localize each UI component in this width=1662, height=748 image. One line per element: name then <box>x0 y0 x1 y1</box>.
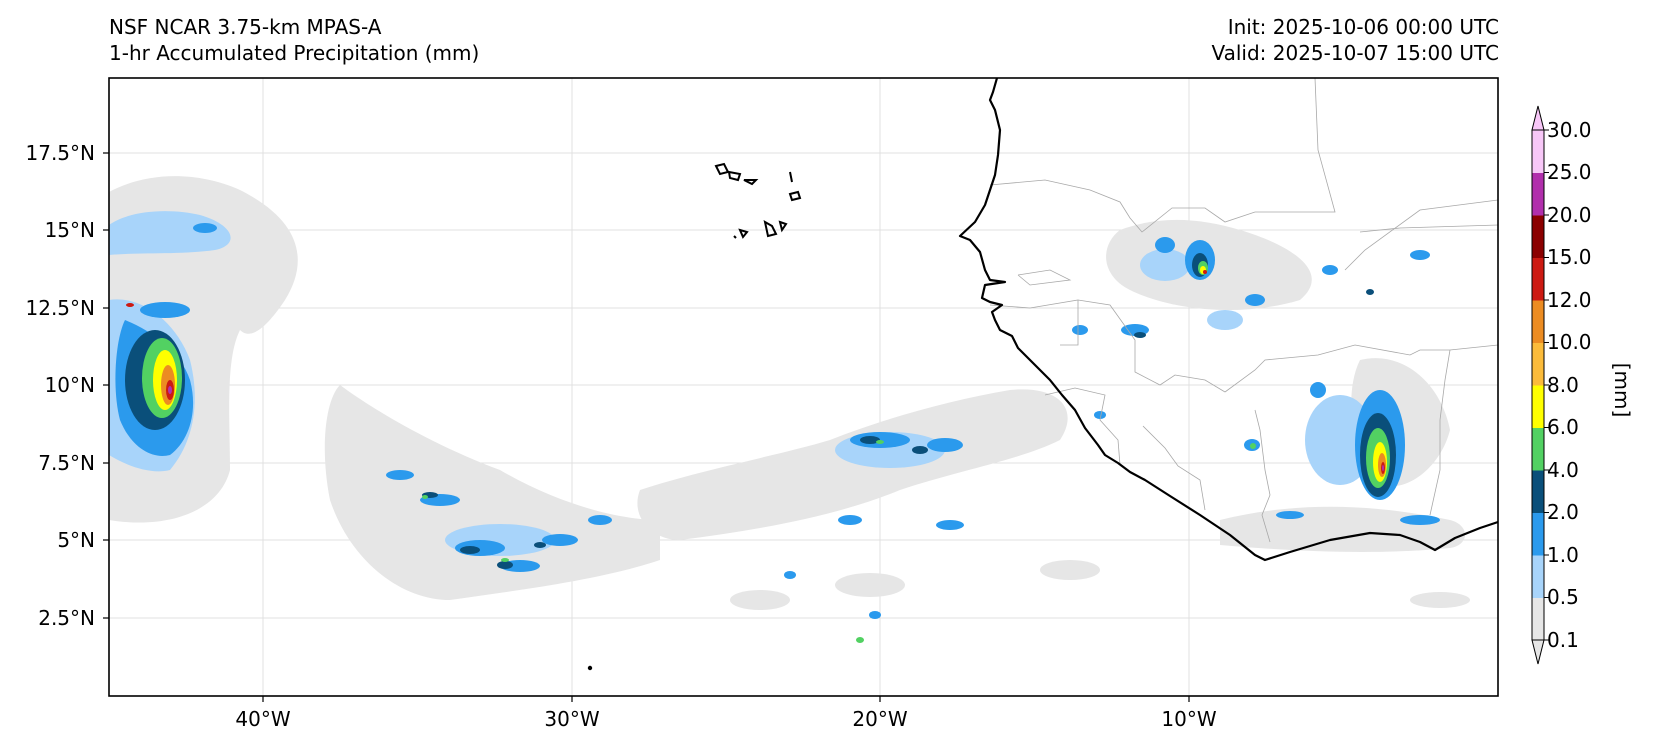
coastline <box>958 78 1498 562</box>
tiny-island <box>587 665 593 671</box>
lat-label-5: 5°N <box>57 528 95 552</box>
lat-label-2.5: 2.5°N <box>38 606 95 630</box>
colorbar-bin-20.0-25.0 <box>1532 172 1544 216</box>
colorbar-extend-max <box>1531 105 1545 131</box>
lon-label-30: 30°W <box>544 707 600 731</box>
colorbar-bin-4.0-6.0 <box>1532 427 1544 471</box>
precip-light <box>109 176 1470 610</box>
island-maio <box>778 220 788 233</box>
country-borders <box>989 78 1498 543</box>
title-right: Init: 2025-10-06 00:00 UTC Valid: 2025-1… <box>1211 14 1499 66</box>
colorbar-bin-25.0-30.0 <box>1532 130 1544 173</box>
colorbar-label-12.0: 12.0 <box>1547 288 1592 312</box>
lat-label-15: 15°N <box>44 218 95 242</box>
colorbar-label-20.0: 20.0 <box>1547 203 1592 227</box>
precip-25-30mm <box>168 386 1384 471</box>
island-sao-nicolau <box>743 179 759 186</box>
colorbar-bin-0.1-0.5 <box>1532 597 1544 641</box>
colorbar-unit: [mm] <box>1610 362 1634 418</box>
colorbar-label-0.5: 0.5 <box>1547 585 1579 609</box>
lat-label-17.5: 17.5°N <box>25 141 96 165</box>
map-panel <box>109 78 1498 696</box>
model-title: NSF NCAR 3.75-km MPAS-A <box>109 15 382 39</box>
colorbar-label-6.0: 6.0 <box>1547 415 1579 439</box>
cape-verde-islands <box>714 162 802 239</box>
colorbar-extend-min <box>1531 639 1545 665</box>
colorbar-bin-0.5-1.0 <box>1532 555 1544 598</box>
colorbar-ticks <box>1544 129 1549 641</box>
colorbar-bin-2.0-4.0 <box>1532 470 1544 513</box>
colorbar-label-30.0: 30.0 <box>1547 118 1592 142</box>
lon-label-10: 10°W <box>1161 707 1217 731</box>
island-boa-vista <box>788 190 802 202</box>
colorbar-label-10.0: 10.0 <box>1547 330 1592 354</box>
island-santiago <box>763 220 778 238</box>
colorbar-label-4.0: 4.0 <box>1547 458 1579 482</box>
lat-label-10: 10°N <box>44 373 95 397</box>
colorbar-bin-12.0-15.0 <box>1532 257 1544 301</box>
lat-label-7.5: 7.5°N <box>38 451 95 475</box>
colorbar-bin-1.0-2.0 <box>1532 512 1544 556</box>
lat-label-12.5: 12.5°N <box>25 296 96 320</box>
colorbar-bin-10.0-12.0 <box>1532 300 1544 343</box>
axis-ticks <box>103 152 1190 702</box>
colorbar-label-2.0: 2.0 <box>1547 500 1579 524</box>
field-title: 1-hr Accumulated Precipitation (mm) <box>109 41 480 65</box>
island-brava <box>733 235 737 239</box>
colorbar-label-8.0: 8.0 <box>1547 373 1579 397</box>
lon-label-40: 40°W <box>235 707 291 731</box>
map-frame <box>108 77 1499 697</box>
colorbar-bin-15.0-20.0 <box>1532 215 1544 258</box>
gridlines <box>109 78 1498 696</box>
island-sal <box>789 171 793 183</box>
colorbar-label-0.1: 0.1 <box>1547 628 1579 652</box>
lon-label-20: 20°W <box>852 707 908 731</box>
colorbar-label-25.0: 25.0 <box>1547 160 1592 184</box>
colorbar-bin-8.0-10.0 <box>1532 342 1544 386</box>
title-left: NSF NCAR 3.75-km MPAS-A 1-hr Accumulated… <box>109 14 479 66</box>
island-santo-antao <box>714 162 730 176</box>
colorbar-label-1.0: 1.0 <box>1547 543 1579 567</box>
island-sao-vicente <box>727 170 742 182</box>
valid-time: Valid: 2025-10-07 15:00 UTC <box>1211 41 1499 65</box>
colorbar-label-15.0: 15.0 <box>1547 245 1592 269</box>
colorbar-bin-6.0-8.0 <box>1532 385 1544 428</box>
island-fogo <box>738 228 749 239</box>
colorbar <box>1531 105 1549 665</box>
init-time: Init: 2025-10-06 00:00 UTC <box>1227 15 1499 39</box>
colorbar-bins <box>1532 130 1544 641</box>
